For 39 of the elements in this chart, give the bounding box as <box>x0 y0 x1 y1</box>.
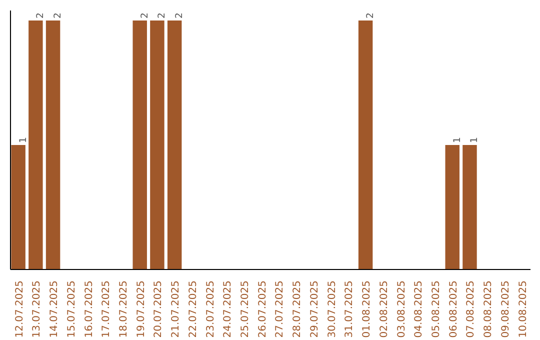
x-tick-label: 17.07.2025 <box>101 280 112 338</box>
x-tick-label: 19.07.2025 <box>136 280 147 338</box>
x-tick-label: 04.08.2025 <box>414 280 425 338</box>
x-tick-label: 13.07.2025 <box>32 280 43 338</box>
x-tick-label: 25.07.2025 <box>240 280 252 338</box>
x-tick-label: 14.07.2025 <box>49 280 60 338</box>
data-label: 2 <box>174 12 186 18</box>
x-tick-label: 12.07.2025 <box>14 280 26 338</box>
x-tick-label: 21.07.2025 <box>170 280 182 338</box>
x-tick-label: 06.08.2025 <box>448 280 460 338</box>
x-tick-label: 01.08.2025 <box>362 280 373 338</box>
x-tick-label: 22.07.2025 <box>188 280 199 338</box>
data-label: 1 <box>452 136 463 143</box>
data-label: 1 <box>469 136 480 143</box>
data-label: 1 <box>18 136 29 143</box>
data-label: 2 <box>52 12 64 18</box>
x-tick-label: 03.08.2025 <box>396 280 408 338</box>
x-tick-label: 29.07.2025 <box>309 280 320 338</box>
x-tick-label: 18.07.2025 <box>118 280 130 338</box>
x-tick-label: 26.07.2025 <box>257 280 268 338</box>
x-tick-label: 09.08.2025 <box>500 280 512 338</box>
data-label: 2 <box>156 12 168 18</box>
x-tick-label: 07.08.2025 <box>466 280 477 338</box>
x-tick-label: 24.07.2025 <box>222 280 234 338</box>
x-tick-label: 23.07.2025 <box>205 280 216 338</box>
x-tick-label: 08.08.2025 <box>483 280 494 338</box>
x-tick-label: 15.07.2025 <box>66 280 78 338</box>
x-tick-label: 31.07.2025 <box>344 280 356 338</box>
x-tick-label: 30.07.2025 <box>326 280 338 338</box>
x-tick-label: 27.07.2025 <box>274 280 286 338</box>
x-tick-label: 05.08.2025 <box>431 280 442 338</box>
data-label: 2 <box>35 12 46 18</box>
data-label: 2 <box>139 12 150 18</box>
data-label: 2 <box>365 12 376 18</box>
x-tick-label: 10.08.2025 <box>518 280 529 338</box>
x-tick-label: 02.08.2025 <box>378 280 390 338</box>
x-tick-label: 16.07.2025 <box>84 280 95 338</box>
x-tick-label: 28.07.2025 <box>292 280 304 338</box>
x-tick-label: 20.07.2025 <box>153 280 164 338</box>
